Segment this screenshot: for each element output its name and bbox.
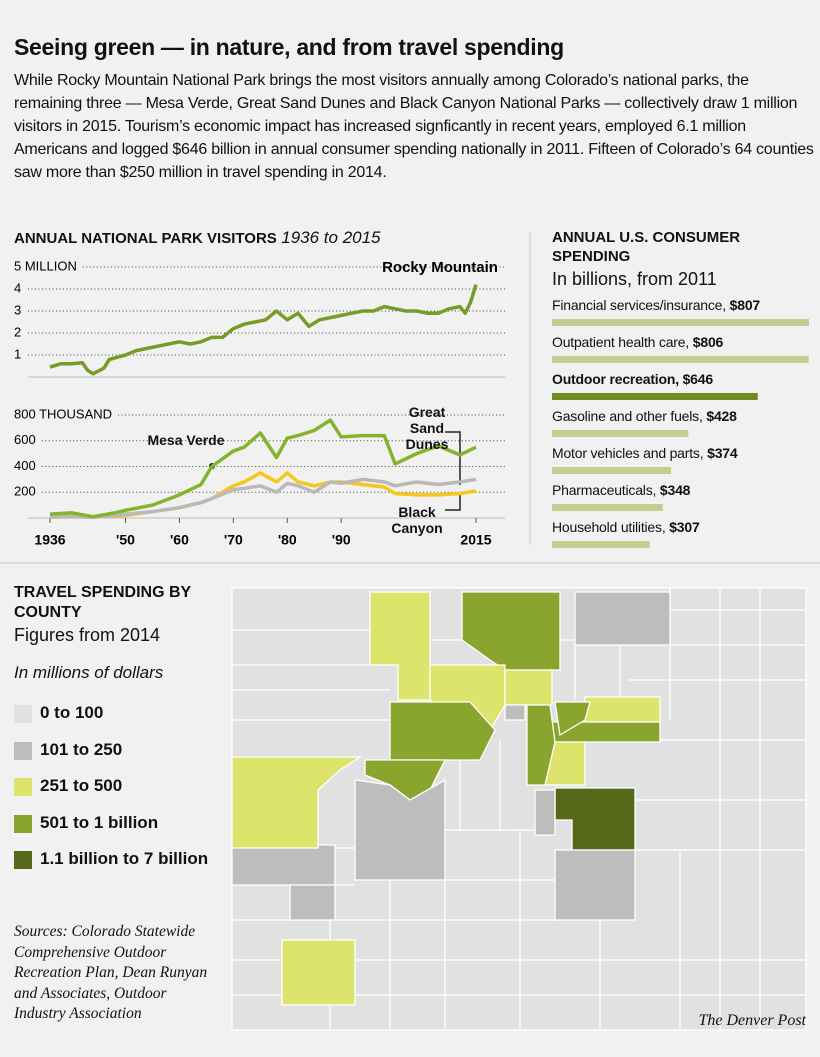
series-label: Rocky Mountain	[382, 259, 498, 276]
y-tick-label: 5 MILLION	[14, 258, 77, 273]
county	[369, 591, 431, 701]
county	[526, 704, 556, 786]
legend-swatch	[14, 814, 32, 833]
x-tick-label: '90	[332, 532, 351, 548]
bar	[552, 393, 758, 400]
chart-heading: ANNUAL NATIONAL PARK VISITORS 1936 to 20…	[14, 228, 381, 248]
y-tick-label: 3	[14, 302, 21, 317]
legend-label: 101 to 250	[40, 739, 123, 759]
county	[231, 756, 363, 849]
legend-label: 501 to 1 billion	[40, 812, 159, 832]
value-label: $646	[682, 371, 714, 387]
county	[574, 591, 671, 646]
bar-label: Outpatient health care, $806	[552, 334, 723, 350]
value-label: $374	[707, 445, 738, 461]
series-line	[49, 284, 478, 376]
legend-label: 0 to 100	[40, 703, 104, 722]
county	[504, 669, 553, 706]
bar-label: Financial services/insurance, $807	[552, 297, 760, 313]
value-label: $348	[659, 482, 691, 498]
county	[554, 849, 636, 921]
county	[289, 884, 336, 921]
x-tick-label: '60	[170, 532, 189, 548]
bar-label: Gasoline and other fuels, $428	[552, 408, 737, 424]
y-tick-label: 200	[14, 484, 36, 499]
chart-title: ANNUAL U.S. CONSUMER SPENDING	[552, 229, 741, 265]
x-tick-label: 2015	[460, 532, 491, 548]
series-line	[49, 418, 477, 519]
category-label: Gasoline and other fuels,	[552, 408, 703, 424]
y-tick-label: 1	[14, 346, 21, 361]
map-unit: In millions of dollars	[14, 663, 164, 682]
x-tick-label: '50	[116, 532, 135, 548]
bar-label: Pharmaceuticals, $348	[552, 482, 690, 498]
category-label: Motor vehicles and parts,	[552, 445, 704, 461]
category-label: Pharmaceuticals,	[552, 482, 657, 498]
map-title: TRAVEL SPENDING BY COUNTY	[14, 584, 191, 621]
bar-label: Household utilities, $307	[552, 519, 700, 535]
map-subtitle: Figures from 2014	[14, 625, 161, 645]
bar	[552, 356, 809, 363]
chart-subtitle: In billions, from 2011	[552, 269, 717, 289]
sources: Sources: Colorado Statewide Comprehensiv…	[14, 923, 208, 1022]
county	[584, 696, 661, 723]
bar	[552, 504, 663, 511]
county	[534, 789, 556, 836]
bar-label: Outdoor recreation, $646	[552, 371, 713, 387]
legend-swatch	[14, 851, 32, 869]
y-tick-label: 400	[14, 458, 36, 473]
y-tick-label: 4	[14, 280, 21, 295]
label-leader	[445, 492, 461, 511]
chart-subtitle: 1936 to 2015	[281, 228, 381, 247]
value-label: $807	[729, 297, 761, 313]
value-label: $806	[692, 334, 724, 350]
map	[231, 587, 807, 1031]
y-tick-label: 2	[14, 324, 21, 339]
county	[554, 701, 591, 737]
intro-text: While Rocky Mountain National Park bring…	[14, 72, 814, 181]
county	[281, 939, 356, 1006]
y-tick-label: 800 THOUSAND	[14, 406, 112, 421]
category-label: Financial services/insurance,	[552, 297, 726, 313]
series-label: Black Canyon	[391, 504, 443, 536]
series-line	[50, 477, 477, 520]
series-label: Great Sand Dunes	[405, 404, 449, 452]
legend-swatch	[14, 778, 32, 796]
x-tick-label: 1936	[34, 532, 65, 548]
county	[504, 704, 526, 721]
credit: The Denver Post	[698, 1012, 806, 1029]
county	[231, 844, 336, 886]
bar	[552, 541, 650, 548]
bar	[552, 430, 689, 437]
value-label: $428	[706, 408, 737, 424]
category-label: Outdoor recreation,	[552, 371, 679, 387]
bar	[552, 467, 672, 474]
value-label: $307	[669, 519, 700, 535]
bar	[552, 319, 809, 326]
x-tick-label: '80	[278, 532, 297, 548]
category-label: Household utilities,	[552, 519, 666, 535]
bar-label: Motor vehicles and parts, $374	[552, 445, 738, 461]
county	[354, 778, 446, 881]
x-tick-label: '70	[224, 532, 243, 548]
title: Seeing green — in nature, and from trave…	[14, 34, 564, 60]
y-tick-label: 600	[14, 432, 36, 447]
label-leader	[445, 431, 461, 485]
legend-label: 251 to 500	[40, 776, 123, 795]
category-label: Outpatient health care,	[552, 334, 690, 350]
legend-swatch	[14, 705, 32, 723]
chart-title: ANNUAL NATIONAL PARK VISITORS	[14, 230, 277, 247]
legend-swatch	[14, 741, 32, 760]
series-label: Mesa Verde	[147, 432, 225, 448]
legend-label: 1.1 billion to 7 billion	[40, 849, 209, 868]
